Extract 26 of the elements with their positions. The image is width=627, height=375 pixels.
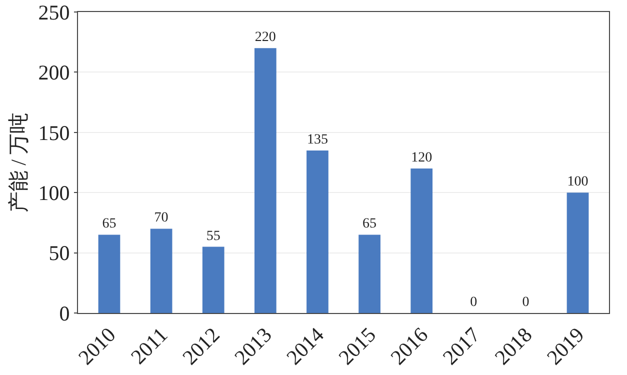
data-label: 70 xyxy=(154,210,168,226)
y-tick-label: 50 xyxy=(48,241,70,266)
data-label: 0 xyxy=(522,295,530,310)
data-label: 65 xyxy=(362,216,377,232)
bar xyxy=(202,246,224,313)
bar xyxy=(254,48,276,313)
data-label: 0 xyxy=(470,295,478,310)
x-tick-label: 2011 xyxy=(126,322,172,369)
y-tick-label: 250 xyxy=(38,0,70,24)
data-label: 55 xyxy=(206,228,220,244)
bar xyxy=(150,228,172,313)
y-tick-label: 200 xyxy=(38,60,70,85)
y-tick-label: 0 xyxy=(59,301,70,326)
data-label: 100 xyxy=(567,174,588,190)
data-label: 220 xyxy=(254,30,276,46)
bar xyxy=(566,192,589,313)
y-tick-label: 100 xyxy=(38,180,70,205)
y-axis-title: 产能 / 万吨 xyxy=(6,112,30,213)
bar xyxy=(306,150,328,313)
data-label: 120 xyxy=(411,150,432,166)
data-label: 65 xyxy=(102,216,116,232)
data-label: 135 xyxy=(306,132,328,148)
bar xyxy=(98,234,120,313)
y-tick-label: 150 xyxy=(38,120,70,145)
bar xyxy=(410,168,433,313)
bar xyxy=(358,234,380,313)
